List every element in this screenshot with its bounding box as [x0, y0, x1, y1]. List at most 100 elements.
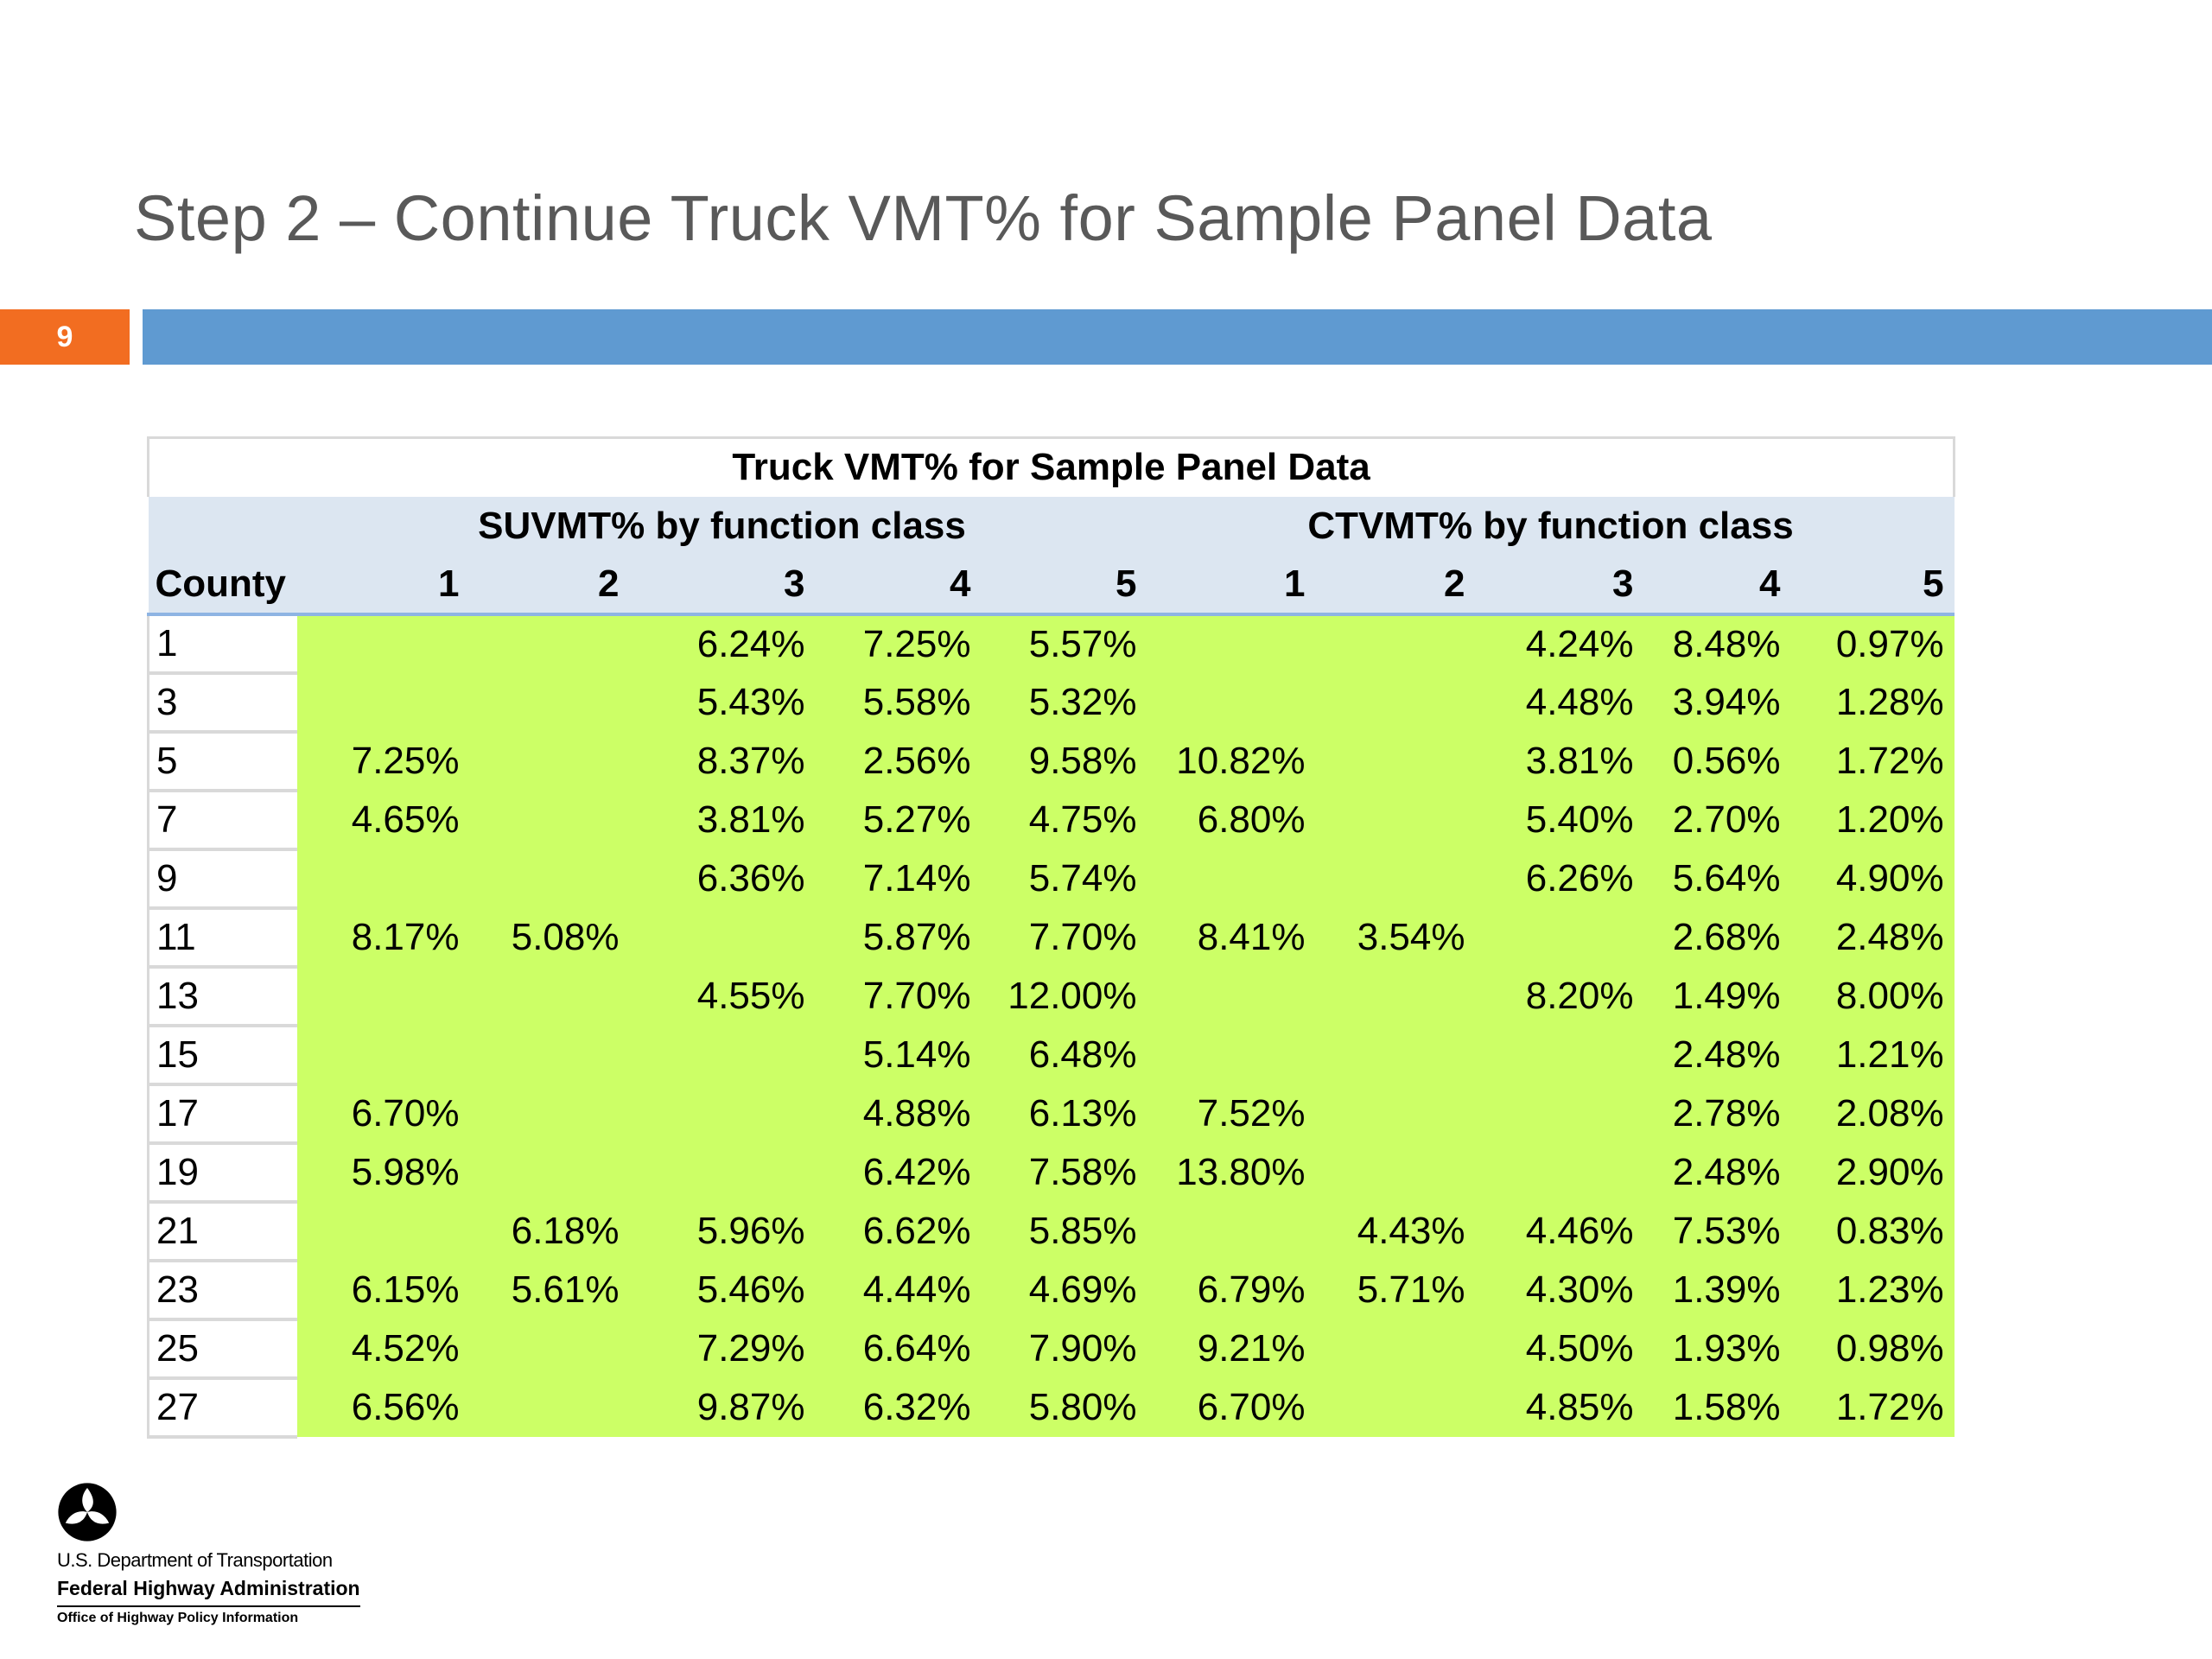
column-header-county: County [148, 555, 297, 616]
suvmt-value-cell: 4.55% [629, 966, 816, 1026]
slide-number-badge: 9 [0, 309, 130, 365]
ctvmt-value-cell: 4.90% [1790, 849, 1955, 908]
suvmt-value-cell: 12.00% [981, 966, 1147, 1026]
suvmt-value-cell: 7.25% [296, 731, 470, 791]
ctvmt-value-cell: 4.30% [1475, 1260, 1644, 1319]
suvmt-value-cell: 7.70% [815, 966, 982, 1026]
suvmt-value-cell [629, 1025, 816, 1084]
suvmt-value-cell [469, 1084, 630, 1143]
suvmt-value-cell: 6.13% [981, 1084, 1147, 1143]
suvmt-value-cell: 5.43% [629, 672, 816, 732]
county-cell: 3 [147, 672, 297, 734]
ctvmt-value-cell [1475, 1025, 1644, 1084]
suvmt-value-cell: 5.08% [469, 907, 630, 967]
suvmt-value-cell [469, 1319, 630, 1378]
group-header-suvmt: SUVMT% by function class [296, 496, 1147, 556]
suvmt-value-cell: 5.80% [981, 1377, 1147, 1437]
ctvmt-value-cell: 9.21% [1147, 1319, 1316, 1378]
ctvmt-value-cell [1147, 1201, 1316, 1261]
county-cell: 13 [147, 966, 297, 1027]
suvmt-value-cell [296, 966, 470, 1026]
suvmt-value-cell: 6.42% [815, 1142, 982, 1202]
suvmt-value-cell: 5.14% [815, 1025, 982, 1084]
table-row: 23 6.15% 5.61% 5.46% 4.44% 4.69% 6.79% 5.71% 4.3… [147, 1260, 1955, 1321]
table-row: 25 4.52% 7.29% 6.64% 7.90% 9.21% 4.50% 1.93% 0.9… [147, 1319, 1955, 1380]
county-cell: 19 [147, 1142, 297, 1204]
suvmt-value-cell: 5.74% [981, 849, 1147, 908]
ctvmt-value-cell [1315, 1142, 1476, 1202]
column-header-ctvmt-class: 2 [1315, 555, 1476, 616]
ctvmt-value-cell: 1.72% [1790, 1377, 1955, 1437]
column-header-ctvmt-class: 5 [1790, 555, 1955, 616]
ctvmt-value-cell: 6.70% [1147, 1377, 1316, 1437]
suvmt-value-cell: 8.37% [629, 731, 816, 791]
county-cell: 27 [147, 1377, 297, 1439]
suvmt-value-cell: 9.87% [629, 1377, 816, 1437]
suvmt-value-cell: 5.57% [981, 613, 1147, 673]
suvmt-value-cell: 6.56% [296, 1377, 470, 1437]
ctvmt-value-cell: 1.39% [1643, 1260, 1791, 1319]
logo-department-text: U.S. Department of Transportation [57, 1549, 333, 1571]
ctvmt-value-cell: 2.78% [1643, 1084, 1791, 1143]
ctvmt-value-cell: 0.97% [1790, 613, 1955, 673]
county-cell: 11 [147, 907, 297, 969]
ctvmt-value-cell [1315, 1025, 1476, 1084]
ctvmt-value-cell: 5.71% [1315, 1260, 1476, 1319]
ctvmt-value-cell: 7.53% [1643, 1201, 1791, 1261]
ctvmt-value-cell: 4.50% [1475, 1319, 1644, 1378]
suvmt-value-cell: 4.65% [296, 790, 470, 849]
ctvmt-value-cell: 2.68% [1643, 907, 1791, 967]
ctvmt-value-cell [1315, 1319, 1476, 1378]
table-row: 17 6.70% 4.88% 6.13% 7.52% 2.78% 2.08% [147, 1084, 1955, 1145]
table-row: 11 8.17% 5.08% 5.87% 7.70% 8.41% 3.54% 2.68% 2.4… [147, 907, 1955, 969]
column-header-ctvmt-class: 3 [1475, 555, 1644, 616]
ctvmt-value-cell: 3.81% [1475, 731, 1644, 791]
table-row: 15 5.14% 6.48% 2.48% 1.21% [147, 1025, 1955, 1086]
ctvmt-value-cell [1315, 790, 1476, 849]
ctvmt-value-cell: 3.54% [1315, 907, 1476, 967]
suvmt-value-cell: 4.69% [981, 1260, 1147, 1319]
suvmt-value-cell: 9.58% [981, 731, 1147, 791]
logo-agency-text: Federal Highway Administration [57, 1577, 360, 1599]
ctvmt-value-cell: 1.72% [1790, 731, 1955, 791]
suvmt-value-cell: 4.44% [815, 1260, 982, 1319]
ctvmt-value-cell: 8.48% [1643, 613, 1791, 673]
table-row: 3 5.43% 5.58% 5.32% 4.48% 3.94% 1.28% [147, 672, 1955, 734]
suvmt-value-cell: 5.32% [981, 672, 1147, 732]
table-row: 19 5.98% 6.42% 7.58% 13.80% 2.48% 2.90% [147, 1142, 1955, 1204]
ctvmt-value-cell: 4.43% [1315, 1201, 1476, 1261]
ctvmt-value-cell [1315, 672, 1476, 732]
column-header-suvmt-class: 4 [815, 555, 982, 616]
truck-vmt-table: Truck VMT% for Sample Panel Data SUVMT% … [146, 436, 1956, 1439]
dot-tri-star-logo-icon [58, 1483, 117, 1541]
ctvmt-value-cell [1147, 966, 1316, 1026]
suvmt-value-cell [296, 1025, 470, 1084]
table-body: 1 6.24% 7.25% 5.57% 4.24% 8.48% 0.97% 3 5.43% 5.5… [147, 613, 1955, 1439]
suvmt-value-cell [629, 1084, 816, 1143]
suvmt-value-cell: 5.46% [629, 1260, 816, 1319]
ctvmt-value-cell [1147, 672, 1316, 732]
suvmt-value-cell: 7.25% [815, 613, 982, 673]
title-accent-bar [143, 309, 2212, 365]
suvmt-value-cell [296, 672, 470, 732]
ctvmt-value-cell [1315, 849, 1476, 908]
usdot-fhwa-logo: U.S. Department of Transportation Federa… [57, 1482, 360, 1626]
suvmt-value-cell [296, 1201, 470, 1261]
ctvmt-value-cell: 1.49% [1643, 966, 1791, 1026]
ctvmt-value-cell [1475, 907, 1644, 967]
suvmt-value-cell: 7.70% [981, 907, 1147, 967]
suvmt-value-cell [629, 1142, 816, 1202]
suvmt-value-cell: 4.75% [981, 790, 1147, 849]
suvmt-value-cell [469, 849, 630, 908]
suvmt-value-cell: 7.58% [981, 1142, 1147, 1202]
logo-office-text: Office of Highway Policy Information [57, 1605, 360, 1626]
suvmt-value-cell [296, 849, 470, 908]
table-row: 1 6.24% 7.25% 5.57% 4.24% 8.48% 0.97% [147, 613, 1955, 675]
county-cell: 1 [147, 613, 297, 675]
suvmt-value-cell: 5.58% [815, 672, 982, 732]
column-header-ctvmt-class: 4 [1643, 555, 1791, 616]
suvmt-value-cell: 8.17% [296, 907, 470, 967]
ctvmt-value-cell: 4.24% [1475, 613, 1644, 673]
suvmt-value-cell [469, 790, 630, 849]
ctvmt-value-cell [1315, 1084, 1476, 1143]
